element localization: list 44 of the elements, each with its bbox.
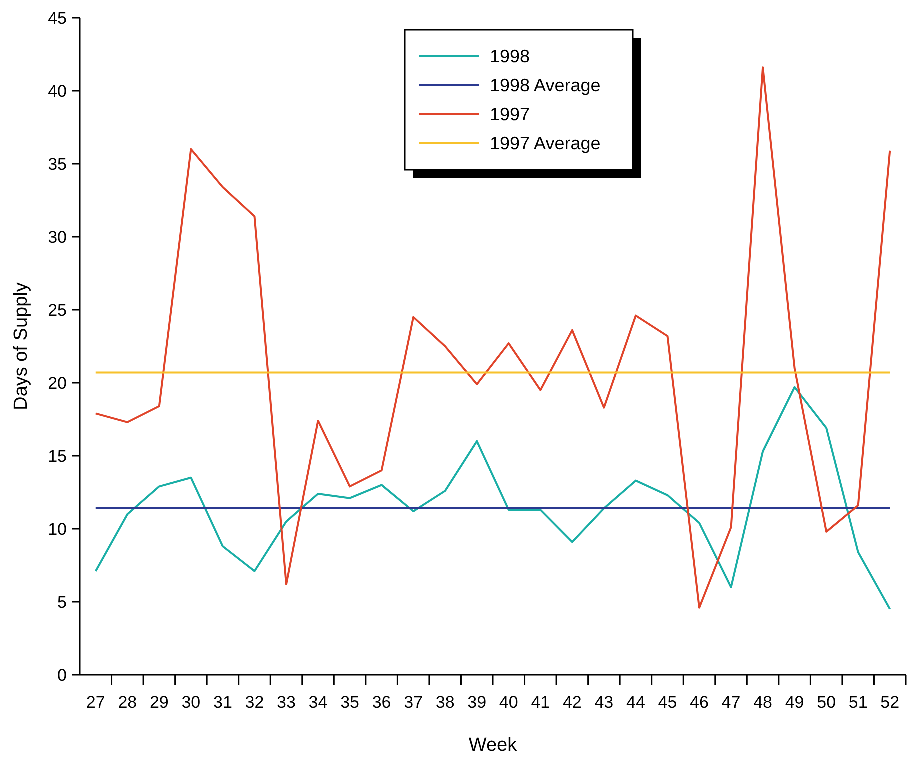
x-tick-label: 42 (562, 693, 582, 712)
legend-label: 1998 (490, 46, 530, 66)
x-tick-label: 36 (372, 693, 392, 712)
y-tick-label: 15 (48, 446, 67, 466)
x-tick-label: 49 (785, 693, 804, 712)
x-tick-label: 47 (722, 693, 741, 712)
y-axis-title: Days of Supply (11, 282, 32, 410)
x-tick-label: 33 (277, 693, 296, 712)
y-tick-label: 35 (48, 154, 67, 174)
legend-label: 1997 (490, 104, 530, 124)
line-series (94, 66, 892, 609)
y-tick-label: 10 (48, 520, 67, 539)
x-tick-label: 51 (848, 693, 868, 712)
x-tick-label: 50 (817, 693, 836, 712)
y-tick-label: 30 (48, 228, 67, 247)
x-tick-label: 34 (308, 693, 328, 712)
x-tick-label: 39 (468, 693, 487, 712)
y-tick-label: 40 (48, 82, 67, 101)
x-tick-label: 40 (499, 693, 518, 712)
x-tick-label: 44 (626, 693, 646, 712)
x-tick-label: 38 (436, 693, 455, 712)
x-tick-label: 31 (214, 693, 232, 712)
x-tick-label: 52 (880, 693, 900, 712)
y-tick-label: 0 (58, 666, 67, 685)
x-tick-label: 37 (404, 693, 424, 712)
y-tick-label: 20 (48, 374, 67, 393)
x-tick-label: 43 (594, 693, 614, 712)
x-tick-label: 30 (182, 693, 201, 712)
legend-label: 1997 Average (490, 133, 601, 154)
x-tick-label: 27 (86, 693, 106, 712)
legend-label: 1998 Average (490, 75, 601, 96)
x-tick-label: 45 (658, 693, 678, 712)
x-tick-label: 48 (754, 693, 772, 712)
x-tick-label: 29 (150, 693, 169, 712)
y-tick-label: 25 (48, 300, 67, 320)
line-series (94, 386, 892, 610)
x-tick-label: 32 (245, 693, 264, 712)
x-tick-label: 28 (118, 693, 138, 712)
x-tick-label: 46 (690, 693, 709, 712)
x-tick-label: 35 (340, 693, 360, 712)
y-tick-label: 45 (48, 8, 67, 28)
x-axis-title: Week (468, 735, 518, 756)
y-tick-label: 5 (58, 592, 67, 612)
x-tick-label: 41 (531, 693, 550, 712)
